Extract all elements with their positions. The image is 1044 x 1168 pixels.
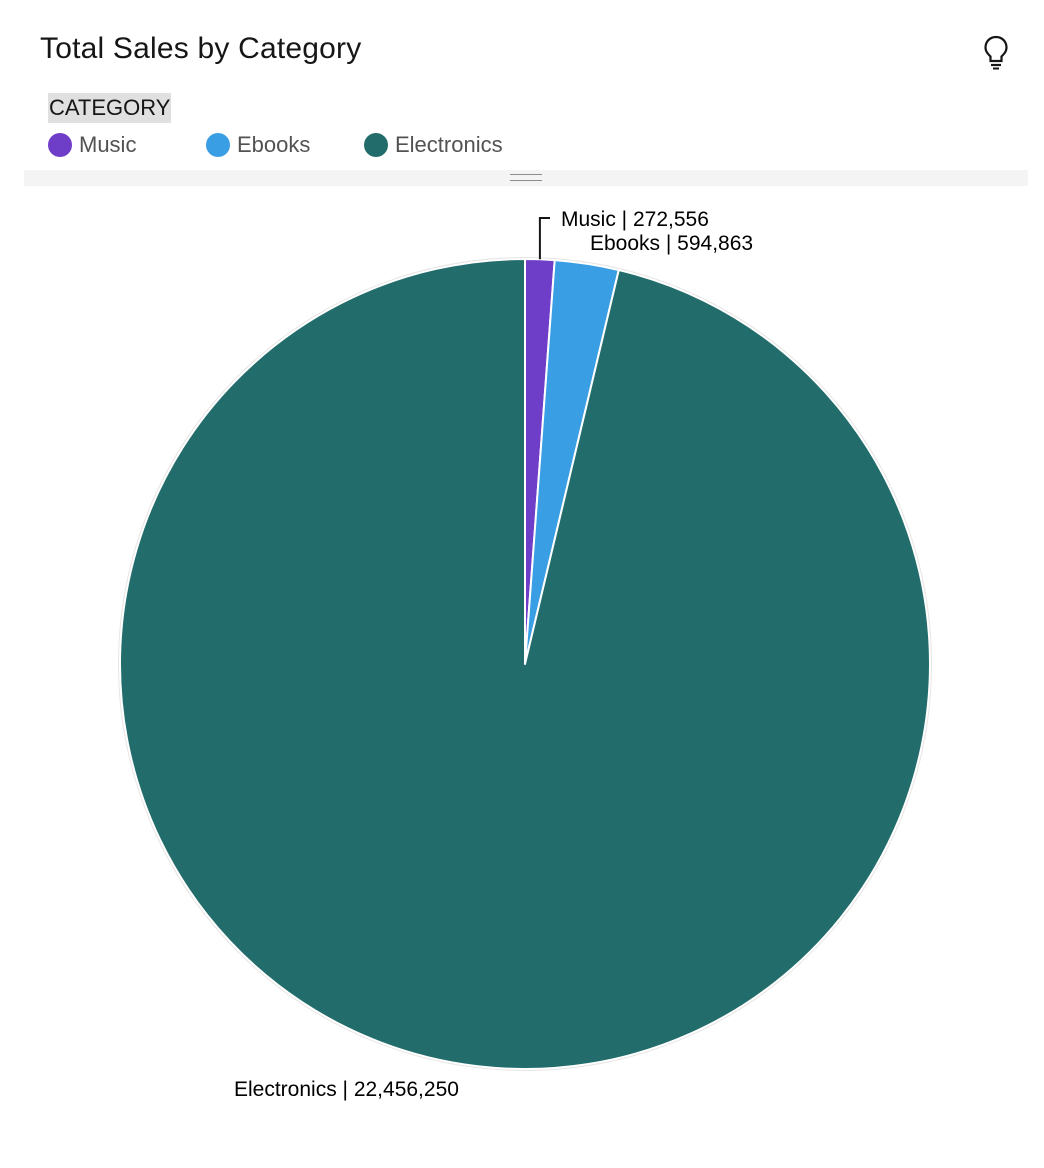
legend-label-ebooks: Ebooks [237, 132, 311, 157]
data-label-electronics: Electronics | 22,456,250 [234, 1078, 459, 1101]
legend-swatch-ebooks [206, 133, 230, 157]
leader-line-music [538, 217, 550, 260]
legend-label-electronics: Electronics [395, 132, 503, 157]
data-label-music: Music | 272,556 [561, 208, 709, 231]
legend-item-music[interactable]: Music [48, 132, 186, 158]
legend-swatch-electronics [364, 133, 388, 157]
data-label-ebooks: Ebooks | 594,863 [590, 232, 753, 255]
legend: Music Ebooks Electronics [48, 132, 523, 158]
legend-label-music: Music [79, 132, 137, 157]
lightbulb-icon[interactable] [980, 34, 1012, 70]
grip-icon [510, 174, 542, 181]
pie-slice-electronics[interactable] [119, 258, 931, 1070]
legend-swatch-music [48, 133, 72, 157]
legend-item-electronics[interactable]: Electronics [364, 132, 503, 158]
legend-item-ebooks[interactable]: Ebooks [206, 132, 344, 158]
chart-title: Total Sales by Category [40, 32, 362, 65]
resize-handle[interactable] [24, 170, 1028, 186]
legend-title: CATEGORY [48, 93, 172, 123]
